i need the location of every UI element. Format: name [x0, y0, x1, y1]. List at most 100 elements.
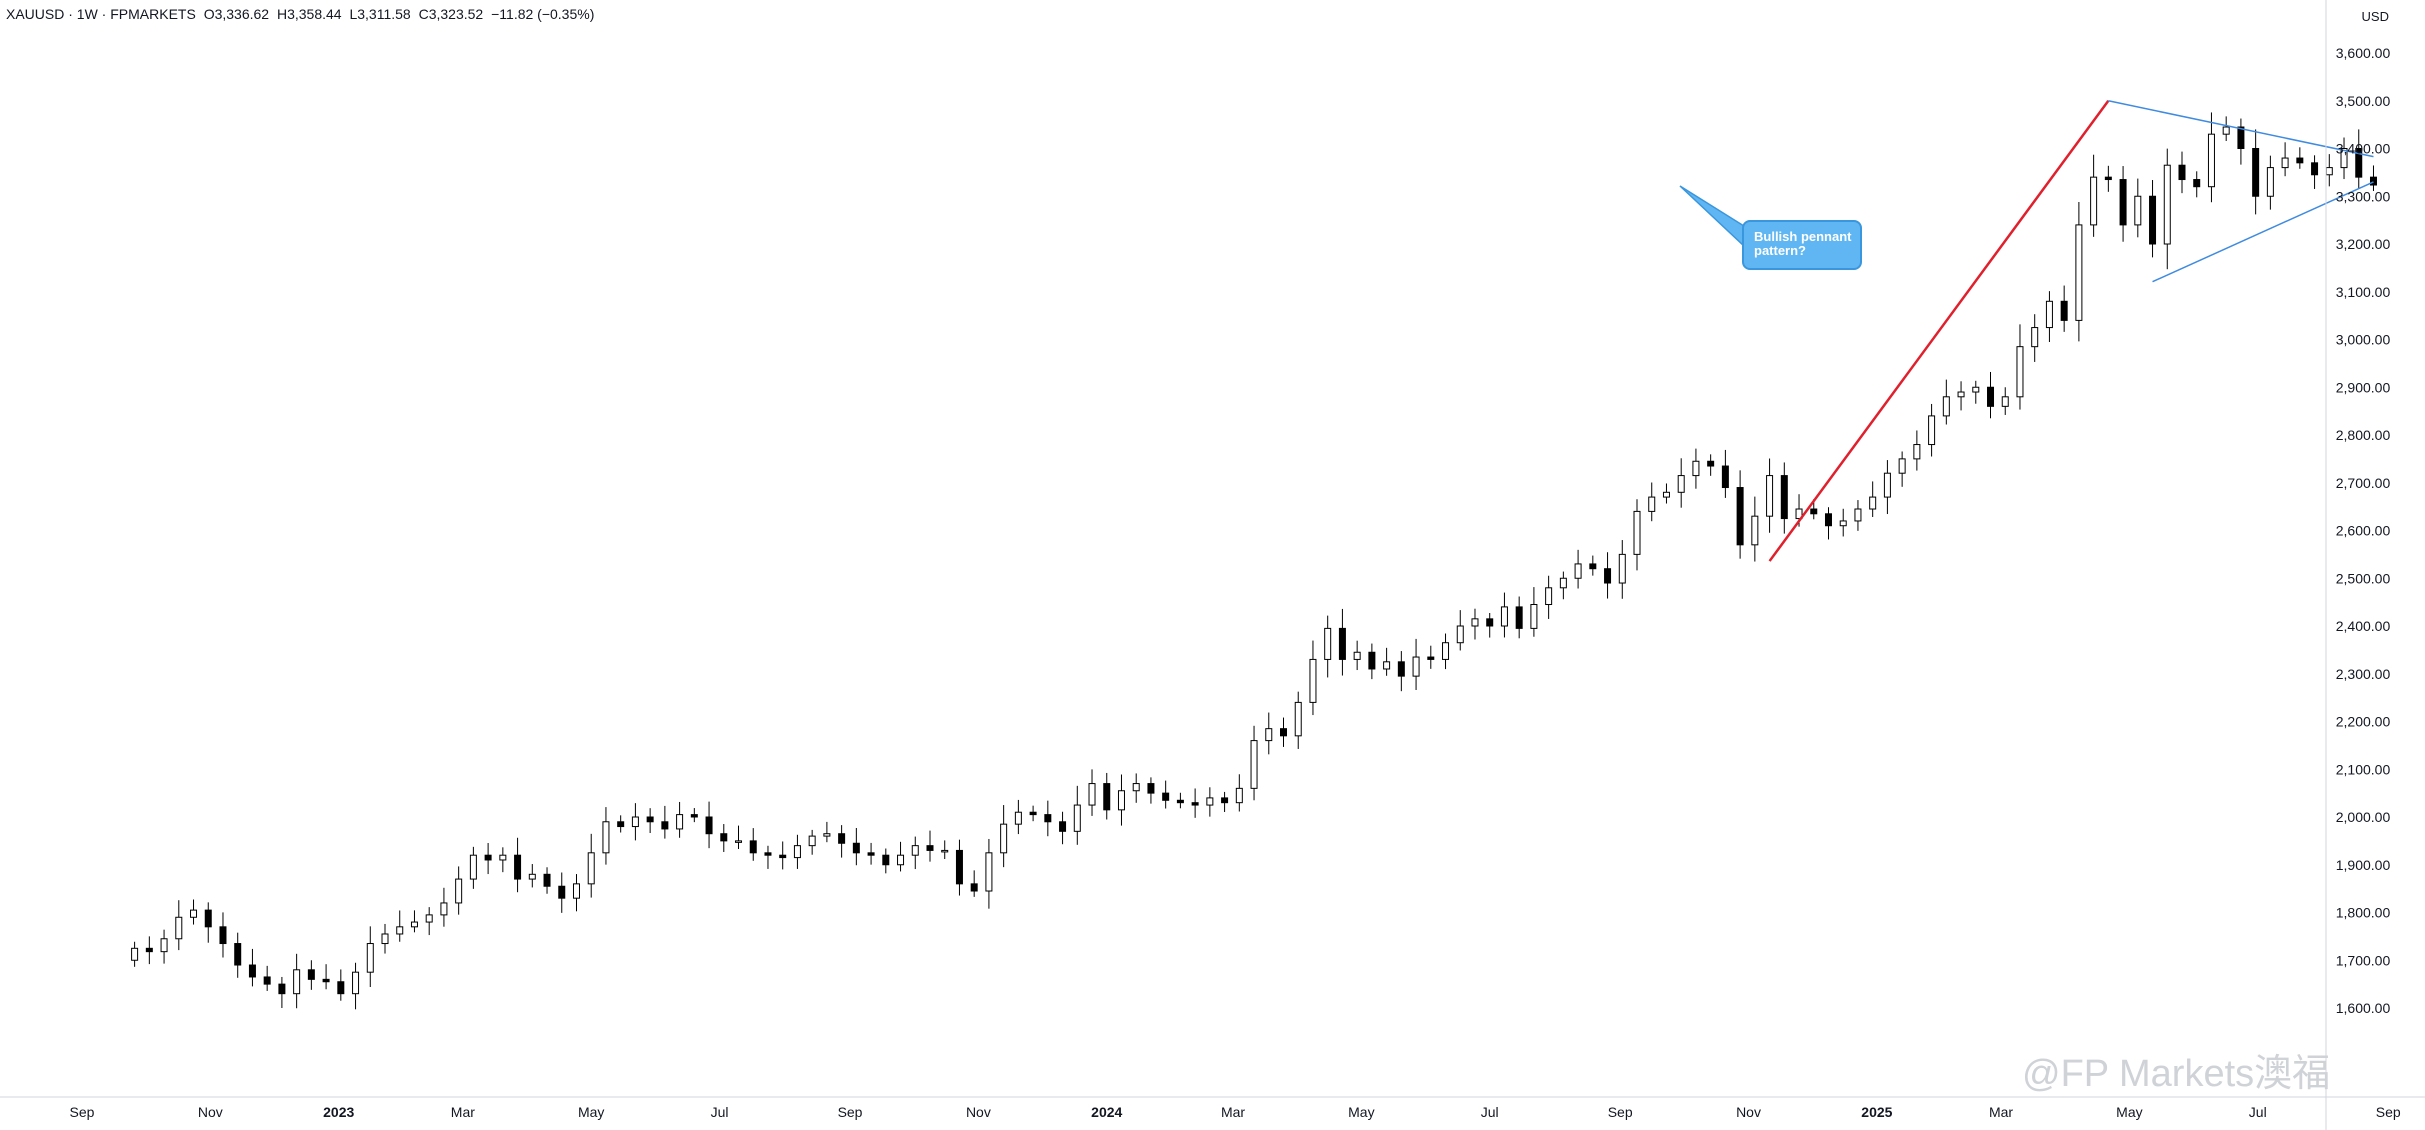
price-tick-label: 2,100.00 [2336, 761, 2391, 777]
candle-up [190, 909, 198, 918]
candle-up [2207, 133, 2215, 188]
candle-up [1117, 790, 1125, 811]
callout-pointer [1679, 185, 1745, 248]
candle-up [2340, 148, 2348, 169]
candle-up [2134, 195, 2142, 226]
price-tick-label: 3,100.00 [2336, 284, 2391, 300]
candle-down [1810, 508, 1818, 515]
candle-up [676, 814, 684, 830]
candle-up [2001, 396, 2009, 407]
time-tick-label: Jul [1481, 1104, 1499, 1120]
candle-down [1780, 475, 1788, 520]
candle-up [175, 916, 183, 940]
candle-down [1221, 797, 1229, 804]
candle-down [2311, 162, 2319, 176]
symbol-title[interactable]: XAUUSD · 1W · FPMARKETS [6, 6, 196, 22]
candle-up [469, 854, 477, 880]
candle-down [1162, 792, 1170, 801]
candle-up [410, 921, 418, 928]
watermark: @FP Markets澳福 [2022, 1053, 2331, 1095]
candle-down [1397, 661, 1405, 677]
candle-down [2149, 195, 2157, 245]
close-value: C3,323.52 [418, 6, 484, 22]
candle-up [2266, 167, 2274, 197]
candle-up [1766, 475, 1774, 517]
candle-down [2060, 300, 2068, 321]
candle-up [1250, 740, 1258, 789]
candle-up [1383, 661, 1391, 670]
time-tick-label: May [578, 1104, 604, 1120]
candle-up [1014, 811, 1022, 825]
time-tick-label: 2023 [323, 1104, 354, 1120]
candle-up [1545, 587, 1553, 606]
price-tick-label: 2,700.00 [2336, 475, 2391, 491]
candle-up [1692, 460, 1700, 477]
time-tick-label: Mar [451, 1104, 475, 1120]
candle-up [131, 947, 139, 961]
candle-up [1618, 553, 1626, 584]
candle-down [1707, 460, 1715, 467]
price-tick-label: 3,500.00 [2336, 93, 2391, 109]
annotations-layer [1679, 100, 2374, 562]
candle-down [543, 873, 551, 887]
pennant-upper-line[interactable] [2108, 100, 2374, 158]
candle-up [631, 816, 639, 828]
time-tick-label: 2025 [1861, 1104, 1892, 1120]
candle-down [690, 814, 698, 818]
candle-up [793, 845, 801, 859]
candle-down [749, 840, 757, 854]
candle-up [1869, 496, 1877, 510]
candle-down [1176, 799, 1184, 804]
currency-label[interactable]: USD [2361, 9, 2389, 24]
open-value: O3,336.62 [203, 6, 270, 22]
candle-up [1324, 627, 1332, 660]
price-tick-label: 3,400.00 [2336, 141, 2391, 157]
time-tick-label: Sep [838, 1104, 863, 1120]
candle-up [1574, 563, 1582, 579]
time-tick-label: May [2116, 1104, 2142, 1120]
candle-up [572, 883, 580, 899]
candle-up [1677, 475, 1685, 493]
time-tick-label: Nov [198, 1104, 223, 1120]
candle-down [926, 845, 934, 851]
candle-down [1368, 651, 1376, 670]
candle-down [1824, 513, 1832, 527]
rally-trend-line[interactable] [1768, 100, 2110, 562]
change-value: −11.82 (−0.35%) [491, 6, 595, 22]
candle-down [307, 969, 315, 980]
annotation-callout[interactable]: Bullish pennant pattern? [1742, 220, 1862, 270]
candle-down [852, 842, 860, 854]
candle-down [278, 983, 286, 995]
candle-down [838, 833, 846, 844]
price-tick-label: 3,300.00 [2336, 188, 2391, 204]
candle-down [1044, 814, 1052, 823]
pennant-lower-line[interactable] [2152, 181, 2374, 283]
candle-down [1987, 386, 1995, 407]
candle-down [2355, 148, 2363, 178]
candle-down [2252, 148, 2260, 197]
candle-up [1235, 787, 1243, 804]
time-axis[interactable]: Sep Nov 2023 Mar May Jul Sep Nov 2024 Mar May Jul Se… [70, 1104, 2425, 1120]
price-tick-label: 2,500.00 [2336, 570, 2391, 586]
candle-down [337, 981, 345, 995]
candle-down [1721, 465, 1729, 489]
candle-up [381, 933, 389, 945]
candle-up [985, 852, 993, 892]
candle-down [234, 943, 242, 966]
price-axis[interactable]: 1,600.00 1,700.00 1,800.00 1,900.00 2,000.00… [2336, 45, 2391, 1016]
candle-up [1500, 606, 1508, 627]
candle-up [808, 835, 816, 847]
candle-up [1913, 444, 1921, 460]
time-tick-label: 2024 [1091, 1104, 1122, 1120]
candle-down [219, 926, 227, 945]
candle-up [1456, 625, 1464, 644]
price-tick-label: 1,600.00 [2336, 1000, 2391, 1016]
time-tick-label: Jul [711, 1104, 729, 1120]
candle-down [779, 854, 787, 859]
candle-down [1338, 627, 1346, 660]
candle-up [1928, 415, 1936, 446]
candle-down [1191, 802, 1199, 806]
candle-down [1589, 563, 1597, 570]
time-tick-label: Sep [2376, 1104, 2401, 1120]
